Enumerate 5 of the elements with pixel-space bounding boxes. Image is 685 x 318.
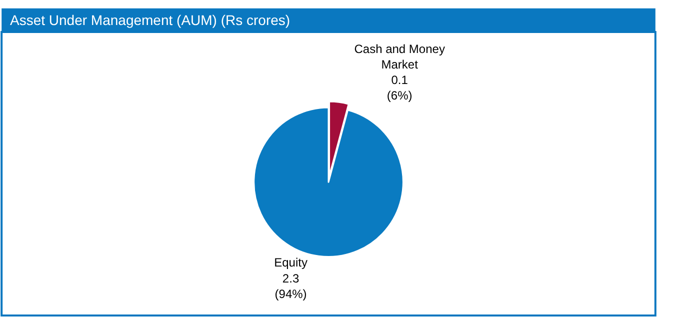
data-label: 2.3 (94%) <box>274 271 307 301</box>
slice-label: Equity <box>274 256 308 270</box>
data-label: 0.1 (6%) <box>386 73 412 103</box>
chart-title: Asset Under Management (AUM) (Rs crores) <box>10 12 290 28</box>
slice-label: Cash and Money Market <box>354 42 445 72</box>
